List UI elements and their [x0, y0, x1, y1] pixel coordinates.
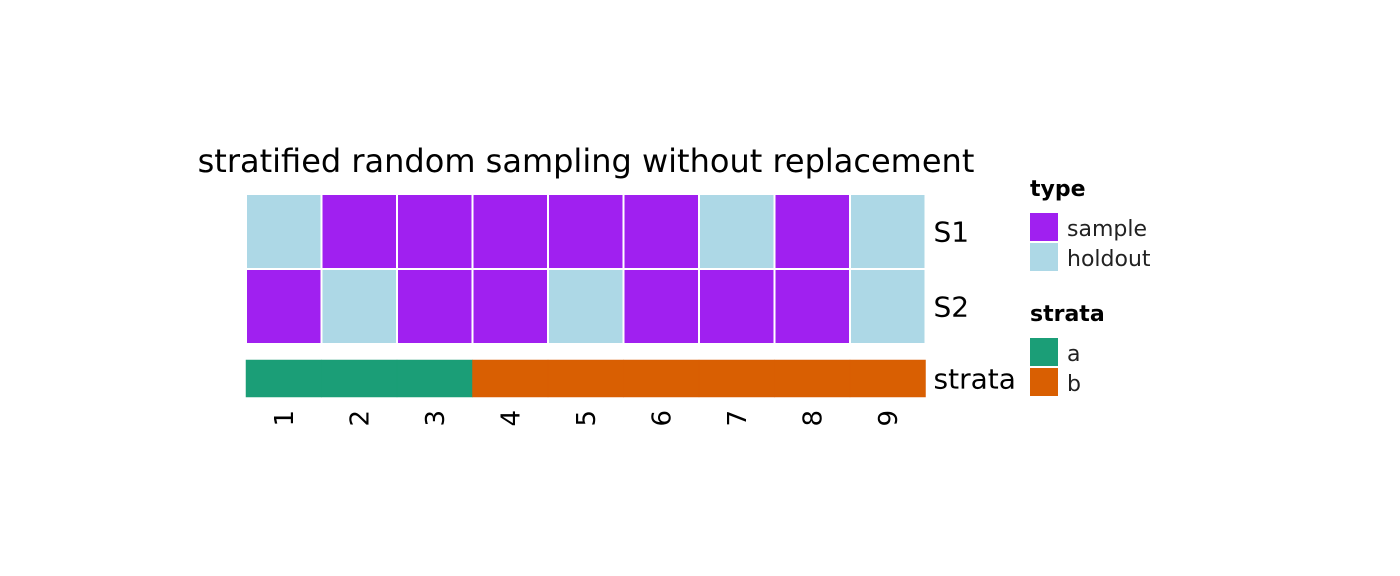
strata-cells — [245, 359, 926, 398]
column-label-5: 5 — [572, 410, 602, 427]
row-label-strata: strata — [934, 363, 1016, 396]
column-labels: 1 2 3 4 5 6 7 8 9 — [270, 410, 904, 427]
legends: type sample holdout strata ab — [1030, 177, 1151, 397]
legend-key-holdout — [1030, 243, 1058, 271]
chart-title: stratified random sampling without repla… — [198, 142, 975, 180]
legend-key-a — [1030, 338, 1058, 366]
column-label-2: 2 — [345, 410, 375, 427]
cell-s1-7 — [698, 193, 776, 270]
cell-s2-9 — [849, 268, 927, 345]
cell-s2-7 — [698, 268, 776, 345]
strata-cell-3 — [396, 359, 473, 398]
row-labels: S1 S2 strata — [934, 216, 1016, 396]
strata-cell-1 — [245, 359, 322, 398]
column-label-9: 9 — [874, 410, 904, 427]
cell-s2-8 — [773, 268, 851, 345]
cell-s2-3 — [396, 268, 474, 345]
legend-title-type: type — [1030, 177, 1086, 202]
cell-s1-2 — [320, 193, 398, 270]
strata-cell-4 — [472, 359, 549, 398]
row-label-s2: S2 — [934, 291, 970, 324]
strata-cell-8 — [774, 359, 851, 398]
legend-label-holdout: holdout — [1067, 247, 1151, 272]
cell-s2-5 — [547, 268, 625, 345]
strata-cell-9 — [849, 359, 926, 398]
cell-s1-1 — [245, 193, 323, 270]
column-label-4: 4 — [496, 410, 526, 427]
column-label-6: 6 — [647, 410, 677, 427]
strata-cell-7 — [698, 359, 775, 398]
column-label-1: 1 — [270, 410, 300, 427]
cell-s2-6 — [622, 268, 700, 345]
column-label-3: 3 — [421, 410, 451, 427]
strata-cell-5 — [547, 359, 624, 398]
legend-label-a: a — [1067, 342, 1080, 367]
cell-s1-9 — [849, 193, 927, 270]
legend-key-b — [1030, 368, 1058, 396]
heatmap-cells — [245, 193, 927, 345]
legend-title-strata: strata — [1030, 302, 1105, 327]
cell-s1-8 — [773, 193, 851, 270]
strata-cell-6 — [623, 359, 700, 398]
cell-s1-5 — [547, 193, 625, 270]
cell-s2-4 — [471, 268, 549, 345]
cell-s2-2 — [320, 268, 398, 345]
cell-s2-1 — [245, 268, 323, 345]
cell-s1-4 — [471, 193, 549, 270]
legend-label-sample: sample — [1067, 217, 1147, 242]
legend-key-sample — [1030, 213, 1058, 241]
row-label-s1: S1 — [934, 216, 970, 249]
cell-s1-3 — [396, 193, 474, 270]
legend-label-b: b — [1067, 372, 1081, 397]
column-label-8: 8 — [798, 410, 828, 427]
column-label-7: 7 — [723, 410, 753, 427]
strata-cell-2 — [321, 359, 398, 398]
cell-s1-6 — [622, 193, 700, 270]
